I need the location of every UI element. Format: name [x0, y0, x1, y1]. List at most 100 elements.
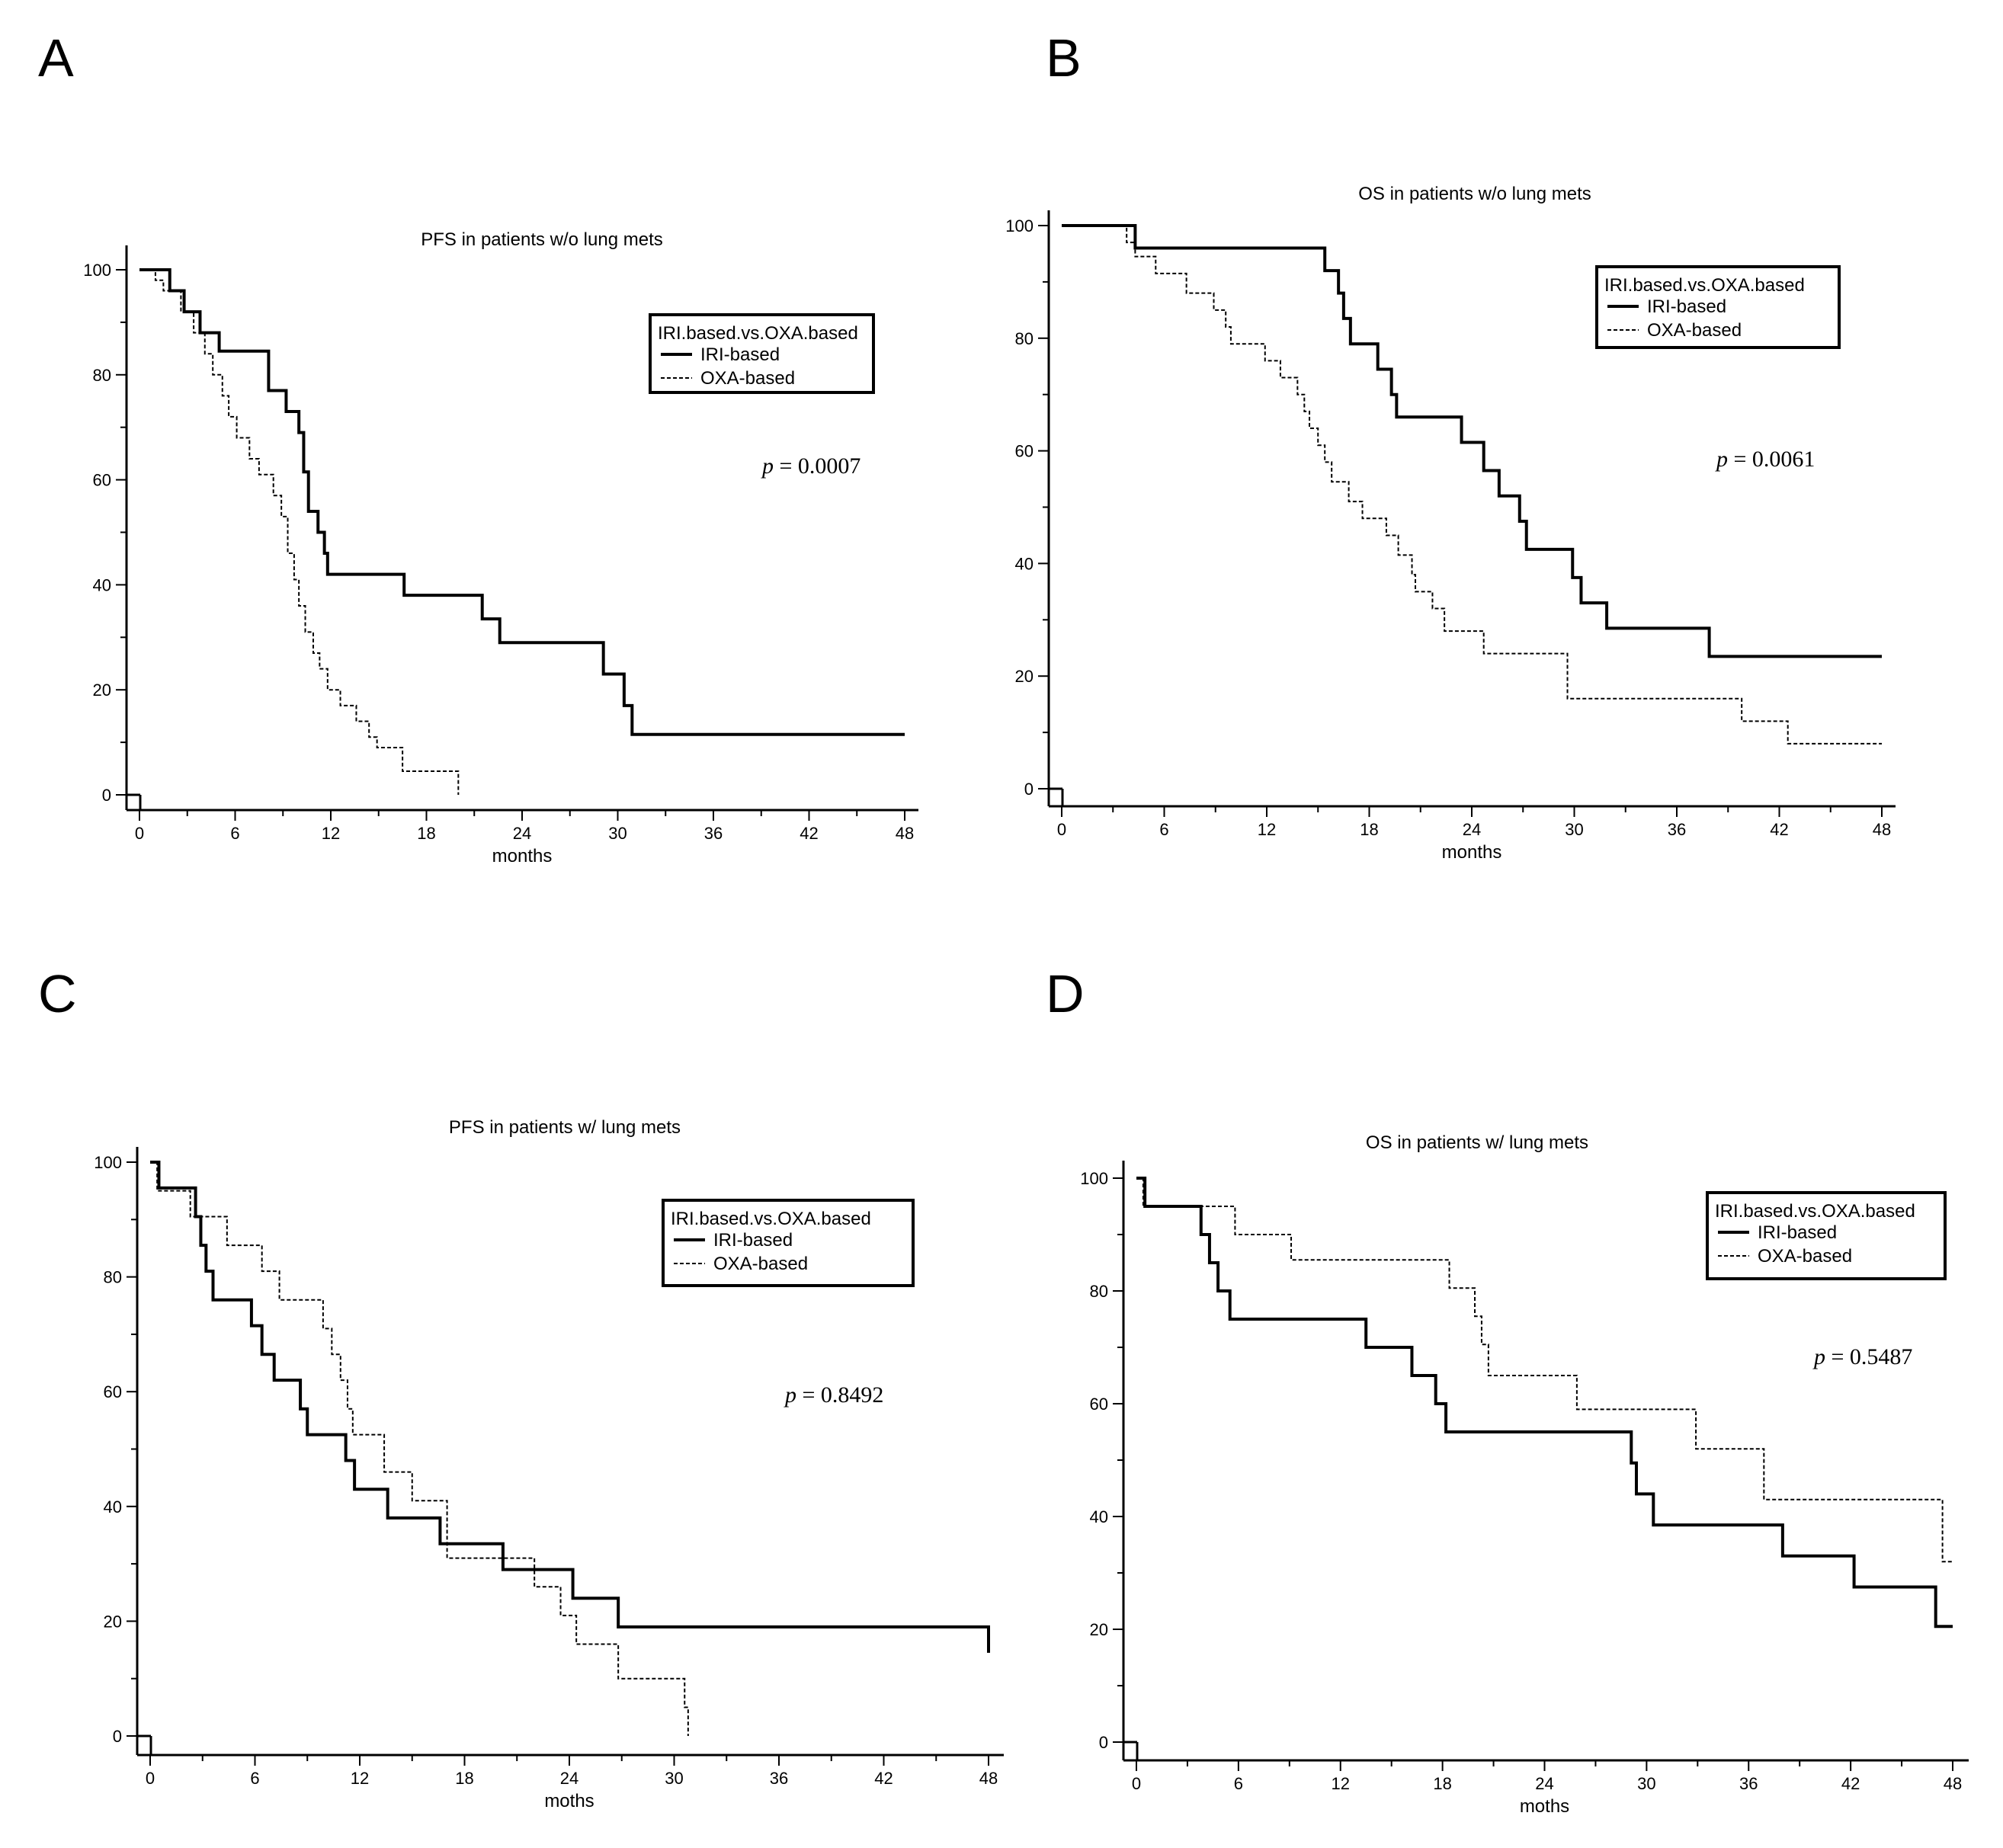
- x-tick-label: 24: [1535, 1774, 1553, 1793]
- x-tick-label: 18: [455, 1769, 473, 1788]
- x-tick-label: 24: [1463, 820, 1481, 839]
- legend-item-label: IRI-based: [1758, 1222, 1837, 1243]
- p-value-number: = 0.0007: [774, 453, 860, 479]
- chart-title: PFS in patients w/o lung mets: [421, 229, 662, 250]
- legend-item-label: OXA-based: [1758, 1246, 1852, 1267]
- legend-box: [662, 1199, 915, 1287]
- p-value: p = 0.8492: [784, 1382, 883, 1408]
- p-value-symbol: p: [1812, 1344, 1825, 1369]
- x-axis-label: months: [1442, 842, 1502, 863]
- x-tick-label: 30: [665, 1769, 683, 1788]
- legend-item-label: OXA-based: [1647, 320, 1742, 341]
- km-curve-oxa-based: [139, 269, 460, 795]
- x-tick-label: 18: [1360, 820, 1378, 839]
- y-tick-label: 60: [1090, 1395, 1108, 1414]
- panel-letter: D: [1046, 964, 1085, 1023]
- x-tick-label: 18: [1433, 1774, 1451, 1793]
- y-tick-label: 20: [1090, 1620, 1108, 1639]
- legend-title: IRI.based.vs.OXA.based: [1604, 275, 1805, 296]
- y-tick-label: 0: [1099, 1733, 1108, 1752]
- x-tick-label: 12: [1258, 820, 1276, 839]
- x-tick-label: 12: [322, 824, 340, 843]
- x-tick-label: 48: [979, 1769, 998, 1788]
- y-tick-label: 40: [93, 575, 111, 594]
- km-curve-iri-based: [150, 1161, 990, 1653]
- panel-letter: C: [38, 964, 77, 1023]
- legend-item-label: OXA-based: [700, 368, 795, 389]
- p-value-number: = 0.5487: [1825, 1344, 1912, 1369]
- x-axis-label: moths: [544, 1791, 594, 1811]
- p-value-number: = 0.8492: [796, 1382, 883, 1408]
- y-tick-label: 0: [102, 786, 111, 805]
- legend-item-label: OXA-based: [713, 1254, 808, 1274]
- x-tick-label: 48: [1873, 820, 1891, 839]
- x-tick-label: 42: [800, 824, 818, 843]
- p-value-symbol: p: [784, 1382, 796, 1408]
- y-tick-label: 100: [1080, 1169, 1108, 1188]
- x-tick-label: 36: [770, 1769, 788, 1788]
- p-value: p = 0.0061: [1715, 447, 1815, 472]
- x-tick-label: 42: [1770, 820, 1788, 839]
- x-tick-label: 48: [896, 824, 914, 843]
- x-tick-label: 0: [135, 824, 144, 843]
- legend-box: [1706, 1191, 1947, 1280]
- x-tick-label: 6: [1159, 820, 1168, 839]
- x-tick-label: 30: [1565, 820, 1583, 839]
- km-curve-oxa-based: [1062, 225, 1882, 745]
- x-tick-label: 30: [1637, 1774, 1655, 1793]
- y-tick-label: 80: [93, 366, 111, 385]
- km-curve-iri-based: [1136, 1177, 1953, 1629]
- p-value-symbol: p: [761, 453, 774, 479]
- x-tick-label: 18: [417, 824, 435, 843]
- y-tick-label: 100: [83, 261, 111, 280]
- y-tick-label: 60: [1015, 442, 1034, 461]
- km-curve-iri-based: [1062, 224, 1882, 658]
- x-axis-label: months: [492, 846, 553, 866]
- x-tick-label: 0: [1132, 1774, 1141, 1793]
- panel-letter: A: [38, 28, 74, 88]
- chart-panel-d: D OS in patients w/ lung mets 0 6 12 18 24 30 36…: [1046, 964, 1969, 1817]
- y-tick-label: 100: [1005, 216, 1034, 235]
- x-tick-label: 36: [1739, 1774, 1758, 1793]
- y-tick-label: 40: [104, 1497, 122, 1517]
- chart-title: OS in patients w/ lung mets: [1366, 1132, 1588, 1153]
- x-tick-label: 48: [1944, 1774, 1962, 1793]
- legend-item-label: IRI-based: [700, 344, 780, 365]
- chart-title: PFS in patients w/ lung mets: [449, 1117, 681, 1138]
- chart-panel-c: C PFS in patients w/ lung mets 0 6 12 18 24 30 3…: [38, 964, 1004, 1811]
- y-tick-label: 0: [113, 1727, 122, 1746]
- x-tick-label: 36: [704, 824, 723, 843]
- x-tick-label: 0: [146, 1769, 155, 1788]
- y-tick-label: 20: [93, 681, 111, 700]
- x-tick-label: 12: [1332, 1774, 1350, 1793]
- y-tick-label: 60: [104, 1382, 122, 1401]
- chart-panel-a: A PFS in patients w/o lung mets 0 6 12 18 24 30…: [38, 28, 918, 866]
- p-value-number: = 0.0061: [1728, 447, 1815, 472]
- km-curve-oxa-based: [1136, 1177, 1953, 1563]
- legend-item-label: IRI-based: [1647, 296, 1726, 317]
- y-tick-label: 100: [94, 1153, 122, 1172]
- p-value-symbol: p: [1715, 447, 1728, 472]
- panel-letter: B: [1046, 28, 1082, 88]
- y-tick-label: 80: [1090, 1282, 1108, 1301]
- x-tick-label: 30: [608, 824, 627, 843]
- chart-title: OS in patients w/o lung mets: [1358, 184, 1591, 204]
- x-tick-label: 24: [513, 824, 531, 843]
- km-curve-oxa-based: [150, 1161, 689, 1736]
- legend-item-label: IRI-based: [713, 1230, 793, 1251]
- y-tick-label: 20: [1015, 667, 1034, 686]
- x-tick-label: 0: [1057, 820, 1066, 839]
- x-tick-label: 6: [250, 1769, 259, 1788]
- p-value: p = 0.0007: [761, 453, 860, 479]
- y-tick-label: 20: [104, 1612, 122, 1631]
- chart-panel-b: B OS in patients w/o lung mets 0 6 12 18 24 30 3…: [1005, 28, 1896, 863]
- x-tick-label: 6: [1234, 1774, 1243, 1793]
- x-axis-label: moths: [1520, 1796, 1569, 1817]
- p-value: p = 0.5487: [1812, 1344, 1912, 1369]
- y-tick-label: 60: [93, 471, 111, 490]
- x-tick-label: 24: [560, 1769, 578, 1788]
